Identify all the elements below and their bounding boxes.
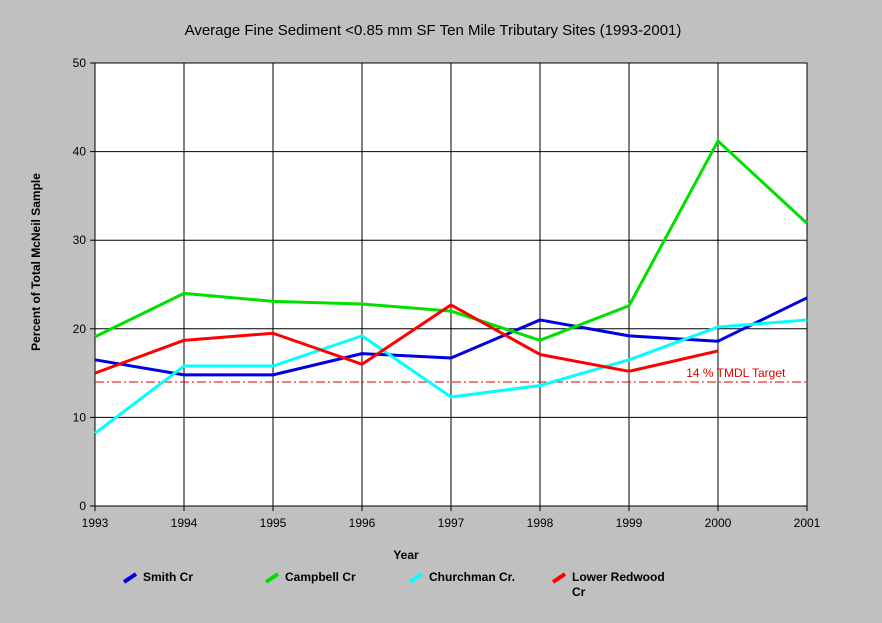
y-tick-label: 40 [73,145,87,159]
x-axis-label: Year [393,548,419,562]
tmdl-target-label: 14 % TMDL Target [686,366,786,380]
legend-label-smith: Smith Cr [143,570,193,584]
y-axis-label: Percent of Total McNeil Sample [29,173,43,351]
legend-item-campbell: Campbell Cr [264,570,356,584]
x-tick-label: 1994 [171,516,198,530]
legend-swatch-smith [122,572,138,584]
chart-title: Average Fine Sediment <0.85 mm SF Ten Mi… [185,22,682,39]
x-tick-label: 2000 [705,516,732,530]
x-tick-label: 1995 [260,516,287,530]
x-tick-label: 1993 [82,516,109,530]
legend-label-churchman: Churchman Cr. [429,570,515,584]
y-tick-label: 20 [73,322,87,336]
legend-item-lower-redwood: Lower Redwood Cr [551,570,665,599]
series-line-lower-redwood-cr [94,303,719,375]
legend-label-campbell: Campbell Cr [285,570,356,584]
y-tick-label: 10 [73,410,87,424]
x-tick-label: 1999 [616,516,643,530]
series-lines [94,139,809,435]
y-tick-label: 0 [79,499,86,513]
y-tick-labels: 0 10 20 30 40 50 [73,56,87,513]
x-tick-label: 1996 [349,516,376,530]
legend-item-churchman: Churchman Cr. [408,570,515,584]
y-tick-label: 50 [73,56,87,70]
legend-label-lower-redwood: Lower Redwood Cr [572,570,665,599]
legend-item-smith: Smith Cr [122,570,193,584]
series-line-campbell-cr [94,139,809,342]
legend-swatch-churchman [408,572,424,584]
x-tick-label: 2001 [794,516,821,530]
legend-swatch-campbell [264,572,280,584]
y-tick-label: 30 [73,233,87,247]
x-tick-label: 1998 [527,516,554,530]
x-tick-label: 1997 [438,516,465,530]
x-tick-labels: 1993 1994 1995 1996 1997 1998 1999 2000 2001 [82,516,821,530]
series-line-churchman-cr [94,318,808,435]
legend: Smith Cr Campbell Cr Churchman Cr. Lower… [122,570,665,599]
gridlines [90,62,808,511]
legend-swatch-lower-redwood [551,572,567,584]
